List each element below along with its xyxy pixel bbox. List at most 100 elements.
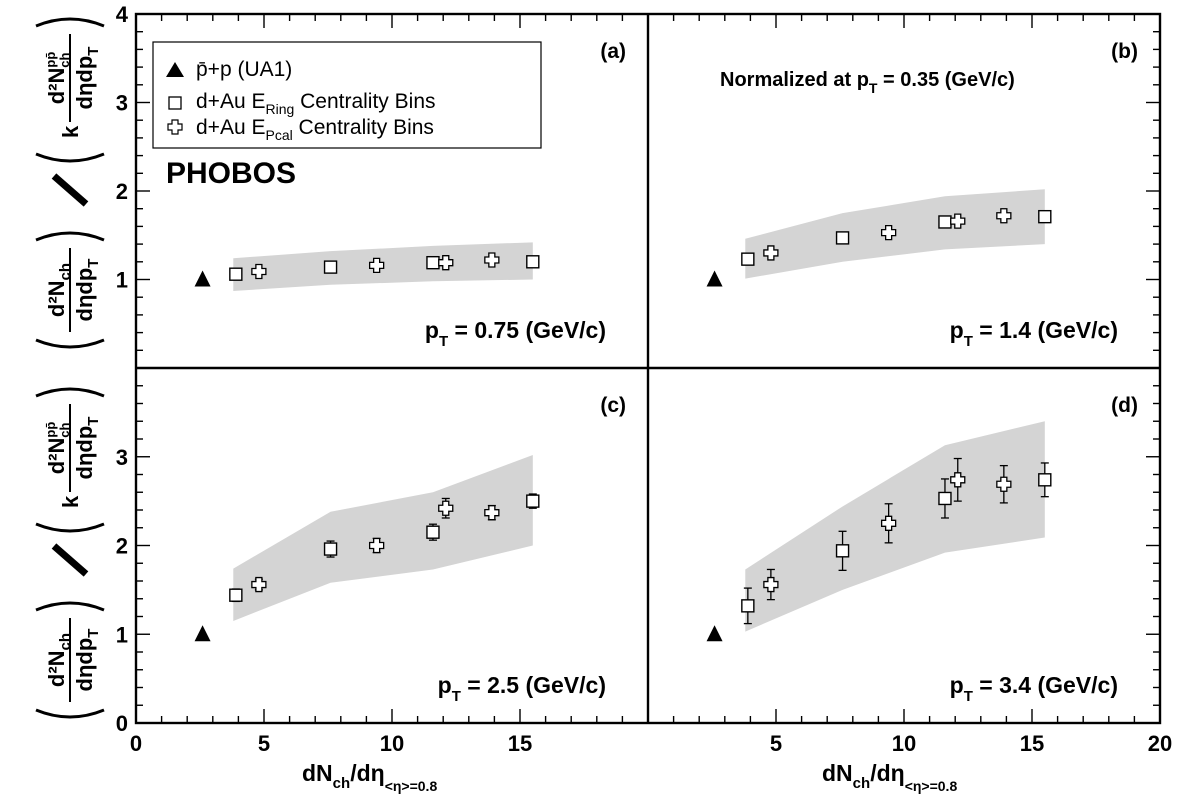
- epcal-point-a-0: [251, 263, 267, 280]
- epcal-point-d-0: [763, 576, 779, 593]
- panel-tag-c: (c): [600, 394, 626, 417]
- legend: p̄+p (UA1) d+Au ERing Centrality Bins d+…: [152, 41, 542, 149]
- ering-point-a-1: [323, 260, 338, 274]
- panel-a: (a) pT = 0.75 (GeV/c): [194, 40, 626, 350]
- ua1-point-c-0: [194, 625, 211, 642]
- y-tick-label-upper: 1: [116, 268, 128, 293]
- ering-point-d-0: [741, 599, 755, 613]
- ylabel-paren-left-close: [35, 231, 105, 242]
- x-tick-label-right: 15: [1020, 731, 1044, 756]
- epcal-point-b-0: [763, 245, 779, 261]
- y-tick-label-upper: 3: [116, 91, 128, 116]
- ylabel-paren-right-open: [35, 152, 105, 163]
- epcal-point-a-3: [484, 252, 500, 268]
- ylabel-divide: [51, 543, 89, 577]
- y-tick-label-upper: 4: [116, 2, 129, 27]
- epcal-point-d-2: [950, 472, 966, 488]
- ylabel-reference: d²Npp̄ch dηdpT: [43, 34, 102, 122]
- panel-layer: (a)pT = 0.75 (GeV/c)(b)pT = 1.4 (GeV/c)(…: [194, 40, 1138, 705]
- panel-b: (b) pT = 1.4 (GeV/c): [706, 40, 1138, 350]
- epcal-point-b-2: [950, 213, 966, 229]
- ylabel-reference-numerator: d²Npp̄ch: [43, 52, 72, 105]
- y-tick-label-lower: 1: [116, 622, 128, 647]
- legend-marker-epcal: [167, 119, 183, 135]
- ua1-point-d-0: [706, 625, 723, 642]
- epcal-point-c-1: [368, 537, 385, 554]
- epcal-point-c-2: [438, 500, 454, 516]
- ering-point-b-2: [938, 215, 952, 229]
- ylabel-reference: d²Npp̄ch dηdpT: [43, 404, 102, 492]
- systematic-band-c: [233, 454, 533, 621]
- ylabel-paren-right-open: [35, 522, 105, 533]
- ering-point-b-3: [1038, 209, 1052, 224]
- panel-tag-d: (d): [1111, 394, 1138, 417]
- ering-point-d-3: [1038, 473, 1052, 487]
- ering-point-a-3: [526, 255, 540, 269]
- x-tick-label-right: 5: [770, 731, 782, 756]
- legend-label-ering: d+Au ERing Centrality Bins: [196, 90, 436, 117]
- ylabel-divide: [51, 173, 89, 207]
- y-tick-label-lower: 0: [116, 711, 128, 736]
- x-tick-label-right: 20: [1148, 731, 1172, 756]
- ylabel-paren-left-open: [35, 708, 105, 719]
- ylabel-paren-left-open: [35, 338, 105, 349]
- legend-label-ua1: p̄+p (UA1): [196, 58, 292, 81]
- ering-point-a-0: [229, 267, 243, 281]
- x-axis-label-right: dNch/dη<η>=0.8: [822, 760, 957, 794]
- ylabel-measured-denominator: dηdpT: [72, 259, 102, 322]
- normalization-note: Normalized at pT = 0.35 (GeV/c): [720, 69, 1015, 96]
- legend-box: [152, 41, 542, 149]
- pt-label-b: pT = 1.4 (GeV/c): [950, 317, 1118, 350]
- epcal-point-b-1: [880, 224, 897, 241]
- panel-tag-b: (b): [1111, 40, 1138, 63]
- ering-point-a-2: [426, 255, 440, 270]
- y-tick-label-upper: 2: [116, 179, 128, 204]
- ua1-point-a-0: [194, 270, 211, 287]
- ering-point-c-1: [323, 542, 338, 556]
- ering-point-b-0: [741, 252, 755, 266]
- ylabel-k: k: [58, 125, 83, 138]
- pt-label-c: pT = 2.5 (GeV/c): [438, 672, 606, 705]
- ering-point-d-1: [835, 544, 850, 558]
- y-tick-label-lower: 3: [116, 445, 128, 470]
- ylabel-paren-right-close: [35, 17, 105, 28]
- legend-marker-ua1: [166, 62, 184, 77]
- ering-point-d-2: [938, 491, 952, 506]
- ering-point-c-0: [229, 588, 243, 602]
- ering-point-c-3: [526, 494, 540, 508]
- ylabel-reference-numerator: d²Npp̄ch: [43, 422, 72, 475]
- panel-tag-a: (a): [600, 40, 626, 63]
- x-tick-label-left: 0: [130, 731, 142, 756]
- ering-point-b-1: [835, 231, 850, 245]
- pt-label-d: pT = 3.4 (GeV/c): [950, 672, 1118, 705]
- x-tick-label-left: 10: [380, 731, 404, 756]
- panel-d: (d) pT = 3.4 (GeV/c): [706, 394, 1138, 705]
- panel-c: (c) pT = 2.5 (GeV/c): [194, 394, 626, 705]
- legend-label-epcal: d+Au EPcal Centrality Bins: [196, 116, 434, 143]
- legend-marker-ering: [168, 96, 182, 110]
- y-tick-label-lower: 2: [116, 534, 128, 559]
- epcal-point-d-3: [996, 476, 1012, 492]
- epcal-point-a-1: [368, 257, 385, 273]
- ylabel-paren-right-close: [35, 387, 105, 398]
- epcal-point-c-3: [484, 505, 500, 521]
- pt-label-a: pT = 0.75 (GeV/c): [425, 317, 606, 350]
- x-axis-label-left: dNch/dη<η>=0.8: [302, 760, 437, 794]
- x-tick-label-right: 10: [892, 731, 916, 756]
- epcal-point-d-1: [880, 515, 897, 531]
- epcal-point-a-2: [438, 255, 454, 271]
- x-tick-label-left: 15: [508, 731, 532, 756]
- ylabel-paren-left-close: [35, 601, 105, 612]
- epcal-point-b-3: [996, 208, 1012, 224]
- phobos-brand: PHOBOS: [166, 157, 296, 190]
- ua1-point-b-0: [706, 270, 723, 287]
- x-tick-label-left: 5: [258, 731, 270, 756]
- axis-layer: 0 5 10 15 5 10 15 20 1 2 3 4 0 1 2 3: [116, 2, 1172, 756]
- ylabel-measured-denominator: dηdpT: [72, 629, 102, 692]
- ylabel-k: k: [58, 495, 83, 508]
